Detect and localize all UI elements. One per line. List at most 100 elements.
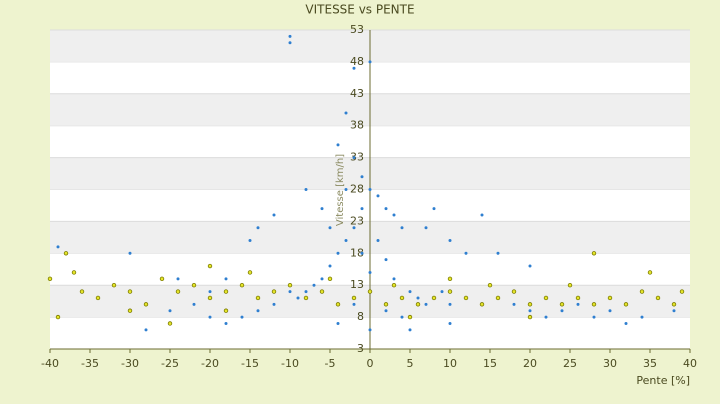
scatter-point xyxy=(528,264,532,268)
y-tick-label: 28 xyxy=(350,183,364,196)
x-tick-label: -40 xyxy=(41,357,59,370)
scatter-point xyxy=(607,295,613,301)
scatter-point xyxy=(399,295,405,301)
scatter-point xyxy=(256,226,260,230)
scatter-point xyxy=(176,277,180,281)
x-tick-label: -15 xyxy=(241,357,259,370)
scatter-point xyxy=(143,302,149,307)
scatter-point xyxy=(352,156,356,160)
scatter-point xyxy=(447,289,453,294)
scatter-point xyxy=(384,258,388,262)
scatter-point xyxy=(95,295,101,301)
scatter-point xyxy=(559,302,565,307)
scatter-point xyxy=(304,290,308,294)
scatter-point xyxy=(575,295,581,301)
scatter-point xyxy=(368,60,372,64)
scatter-point xyxy=(336,251,340,255)
scatter-point xyxy=(304,188,308,191)
scatter-point xyxy=(248,239,252,243)
scatter-point xyxy=(496,251,500,255)
scatter-point xyxy=(271,289,277,294)
scatter-point xyxy=(479,302,485,307)
scatter-point xyxy=(383,302,389,307)
scatter-point xyxy=(352,66,356,70)
scatter-point xyxy=(272,213,276,217)
y-tick-label: 43 xyxy=(350,87,364,100)
scatter-point xyxy=(167,321,173,326)
scatter-point xyxy=(368,270,372,274)
scatter-point xyxy=(303,295,309,301)
scatter-point xyxy=(327,276,333,282)
scatter-point xyxy=(127,308,133,313)
x-tick-label: 30 xyxy=(603,357,617,370)
scatter-point xyxy=(448,321,452,325)
scatter-point xyxy=(288,41,292,45)
scatter-point xyxy=(191,283,197,288)
scatter-point xyxy=(168,309,172,313)
scatter-point xyxy=(447,276,453,282)
scatter-point xyxy=(344,188,348,191)
y-axis-title: Vitesse [km/h] xyxy=(335,154,346,226)
scatter-point xyxy=(175,289,181,294)
scatter-point xyxy=(207,263,213,269)
scatter-point xyxy=(672,309,676,313)
scatter-point xyxy=(352,302,356,306)
scatter-point xyxy=(360,207,364,211)
scatter-point xyxy=(527,314,533,320)
scatter-point xyxy=(408,290,412,294)
scatter-point xyxy=(448,239,452,243)
scatter-point xyxy=(128,251,132,255)
scatter-point xyxy=(208,290,212,294)
scatter-point xyxy=(288,290,292,294)
scatter-point xyxy=(512,302,516,306)
scatter-point xyxy=(320,207,324,211)
scatter-point xyxy=(448,302,452,306)
scatter-point xyxy=(224,277,228,281)
scatter-point xyxy=(240,315,244,319)
y-tick-label: 18 xyxy=(350,246,364,259)
scatter-point xyxy=(368,328,372,332)
scatter-point xyxy=(655,295,661,301)
y-tick-label: 48 xyxy=(350,55,364,68)
scatter-point xyxy=(71,270,77,275)
x-axis-title: Pente [%] xyxy=(636,374,690,387)
scatter-point xyxy=(192,302,196,306)
y-tick-label: 33 xyxy=(350,151,364,164)
x-tick-label: 40 xyxy=(683,357,697,370)
scatter-point xyxy=(560,309,564,313)
scatter-point xyxy=(208,315,212,319)
scatter-point xyxy=(624,321,628,325)
scatter-point xyxy=(400,226,404,230)
scatter-point xyxy=(55,314,61,320)
scatter-point xyxy=(384,309,388,313)
scatter-point xyxy=(56,245,60,249)
scatter-point xyxy=(376,239,380,243)
scatter-point xyxy=(296,296,300,300)
scatter-point xyxy=(528,309,532,313)
scatter-point xyxy=(384,207,388,211)
scatter-point xyxy=(223,289,229,294)
scatter-point xyxy=(639,289,645,294)
scatter-point xyxy=(487,283,493,288)
y-tick-label: 13 xyxy=(350,278,364,291)
scatter-point xyxy=(376,194,380,198)
scatter-point xyxy=(431,295,437,301)
scatter-point xyxy=(416,296,420,300)
scatter-point xyxy=(288,34,292,38)
scatter-point xyxy=(368,188,372,191)
scatter-point xyxy=(63,251,69,256)
x-tick-label: 35 xyxy=(643,357,657,370)
scatter-point xyxy=(567,283,573,288)
x-tick-label: 15 xyxy=(483,357,497,370)
scatter-point xyxy=(671,302,677,307)
scatter-point xyxy=(543,295,549,301)
scatter-point xyxy=(111,283,117,288)
scatter-point xyxy=(591,251,597,256)
x-tick-label: 20 xyxy=(523,357,537,370)
scatter-point xyxy=(424,302,428,306)
x-tick-label: -10 xyxy=(281,357,299,370)
scatter-point xyxy=(336,321,340,325)
scatter-point xyxy=(679,289,685,294)
scatter-point xyxy=(544,315,548,319)
